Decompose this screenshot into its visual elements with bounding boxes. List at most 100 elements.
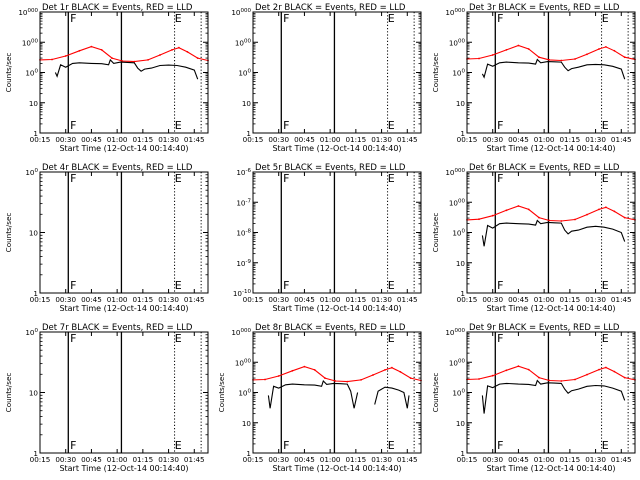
y-tick-label: 10	[29, 229, 39, 238]
series-events-line	[374, 386, 410, 409]
x-tick-label: 01:30	[371, 295, 392, 304]
y-tick-label: 100	[25, 168, 38, 177]
y-tick-label: 100	[238, 389, 251, 398]
marker-E-top: E	[602, 332, 609, 345]
x-tick-label: 00:30	[55, 295, 76, 304]
x-tick-label: 01:45	[397, 295, 418, 304]
y-axis-label: Counts/sec	[431, 53, 440, 93]
y-tick-label: 1	[33, 449, 38, 458]
panel-title: Det 3r BLACK = Events, RED = LLD	[469, 3, 620, 13]
series-lld-point	[598, 208, 600, 211]
x-tick-label: 01:00	[107, 295, 128, 304]
marker-F-top: F	[70, 172, 76, 185]
y-tick-label: 10	[29, 99, 39, 108]
series-lld-point	[623, 216, 626, 219]
y-tick-label: 10000	[445, 168, 465, 177]
series-lld-point	[178, 46, 180, 49]
series-events-line	[481, 58, 626, 80]
y-tick-label: 1000	[449, 198, 466, 207]
marker-F-top: F	[497, 12, 503, 25]
panel-title: Det 2r BLACK = Events, RED = LLD	[255, 3, 406, 13]
series-lld-point	[100, 49, 103, 51]
x-tick-label: 01:00	[534, 135, 555, 144]
marker-E-top: E	[602, 172, 609, 185]
series-lld-point	[538, 376, 540, 379]
x-tick-label: 01:45	[184, 135, 205, 144]
marker-E-bottom: E	[175, 439, 182, 452]
series-lld-point	[586, 213, 588, 216]
y-tick-label: 100	[238, 69, 251, 78]
plot-frame	[39, 331, 209, 454]
x-tick-label: 00:15	[457, 135, 478, 144]
series-lld-point	[586, 373, 588, 376]
series-lld-point	[598, 368, 600, 371]
series-lld-point	[372, 374, 374, 376]
marker-E-bottom: E	[388, 279, 395, 292]
marker-E-bottom: E	[388, 439, 395, 452]
series-lld-point	[324, 377, 326, 379]
series-lld-point	[598, 48, 600, 50]
x-tick-label: 01:45	[184, 455, 205, 464]
x-tick-label: 00:15	[457, 295, 478, 304]
panel-title: Det 7r BLACK = Events, RED = LLD	[42, 323, 193, 333]
y-tick-label: 1	[460, 449, 465, 458]
marker-F-top: F	[70, 332, 76, 345]
x-tick-label: 01:00	[320, 295, 341, 304]
series-lld-point	[391, 366, 393, 369]
x-tick-label: 01:30	[371, 135, 392, 144]
x-tick-label: 01:15	[559, 135, 580, 144]
panel-det-8: Det 8r BLACK = Events, RED = LLD 00:15 00:…	[217, 323, 422, 473]
marker-F-bottom: F	[283, 119, 289, 132]
y-axis-label: Counts/sec	[4, 213, 13, 253]
series-lld-point	[560, 220, 563, 222]
x-tick-label: 01:30	[585, 455, 606, 464]
marker-F-bottom: F	[497, 439, 503, 452]
marker-F-bottom: F	[283, 439, 289, 452]
y-tick-label: 1000	[22, 38, 39, 47]
y-tick-label: 100	[25, 69, 38, 78]
x-tick-label: 00:45	[508, 295, 529, 304]
plot-frame	[466, 331, 636, 454]
x-tick-label: 01:45	[184, 295, 205, 304]
marker-F-bottom: F	[497, 279, 503, 292]
x-tick-label: 01:00	[534, 295, 555, 304]
x-axis-label: Start Time (12-Oct-14 00:14:40)	[59, 144, 188, 153]
series-lld-point	[613, 210, 616, 213]
series-lld-point	[264, 378, 266, 381]
x-tick-label: 00:15	[243, 135, 264, 144]
y-tick-label: 100	[452, 229, 465, 238]
plot-frame	[252, 331, 422, 454]
series-lld-point	[147, 59, 149, 61]
series-lld-point	[121, 60, 124, 62]
series-lld-point	[560, 380, 563, 382]
series-lld-point	[613, 370, 616, 373]
x-tick-label: 01:15	[132, 295, 153, 304]
series-lld-point	[186, 51, 189, 53]
series-lld-point	[491, 54, 494, 56]
y-tick-label: 10	[242, 419, 252, 428]
x-tick-label: 00:45	[294, 135, 315, 144]
x-tick-label: 01:30	[158, 455, 179, 464]
y-axis-label: Counts/sec	[4, 53, 13, 93]
series-lld-point	[90, 45, 93, 48]
marker-E-top: E	[388, 172, 395, 185]
y-tick-label: 1	[246, 449, 251, 458]
plot-frame	[39, 11, 209, 134]
y-tick-label: 1	[246, 129, 251, 138]
x-axis-label: Start Time (12-Oct-14 00:14:40)	[486, 464, 615, 473]
x-tick-label: 01:45	[397, 455, 418, 464]
panel-det-9: Det 9r BLACK = Events, RED = LLD 00:15 00:…	[431, 323, 636, 473]
series-lld-point	[313, 369, 316, 371]
y-tick-label: 1	[33, 129, 38, 138]
y-axis-label: Counts/sec	[217, 373, 226, 413]
marker-E-bottom: E	[388, 119, 395, 132]
x-tick-label: 01:15	[559, 295, 580, 304]
x-tick-label: 01:00	[320, 455, 341, 464]
x-tick-label: 00:30	[55, 135, 76, 144]
panel-title: Det 8r BLACK = Events, RED = LLD	[255, 323, 406, 333]
x-tick-label: 00:45	[294, 455, 315, 464]
panel-title: Det 1r BLACK = Events, RED = LLD	[42, 3, 193, 13]
series-lld-point	[133, 60, 136, 63]
marker-E-top: E	[175, 332, 182, 345]
